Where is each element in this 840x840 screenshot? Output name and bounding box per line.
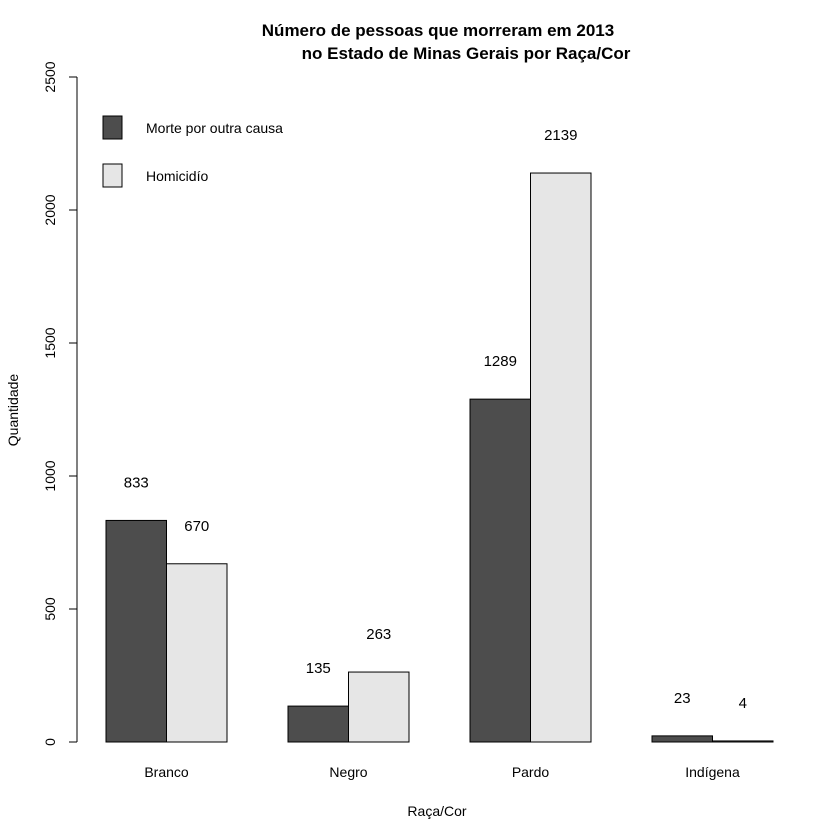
bar xyxy=(166,563,228,743)
x-tick-label: Pardo xyxy=(512,764,550,780)
bar-value-label: 135 xyxy=(306,660,331,677)
bar-value-label: 23 xyxy=(674,690,691,707)
y-tick-label: 500 xyxy=(42,597,58,621)
x-tick-label: Negro xyxy=(329,764,367,780)
y-axis-label: Quantidade xyxy=(5,374,21,447)
bar-value-label: 1289 xyxy=(484,353,517,370)
bar xyxy=(287,705,349,743)
value-labels-group: 833 670 135 263 1289 2139 23 4 xyxy=(124,127,747,712)
chart-title-line2: no Estado de Minas Gerais por Raça/Cor xyxy=(302,44,631,63)
legend-swatch xyxy=(102,163,123,188)
bars-group xyxy=(105,172,774,743)
bar-value-label: 670 xyxy=(184,518,209,535)
y-tick-label: 2000 xyxy=(42,194,58,225)
chart-title-line1: Número de pessoas que morreram em 2013 xyxy=(262,21,614,40)
bar xyxy=(348,671,410,743)
bar xyxy=(530,172,592,743)
x-tick-label: Branco xyxy=(144,764,189,780)
y-tick-label: 2500 xyxy=(42,61,58,92)
legend-label: Homicidío xyxy=(146,168,208,184)
x-axis-label: Raça/Cor xyxy=(407,803,466,819)
bar-value-label: 4 xyxy=(739,695,747,712)
legend-swatch xyxy=(102,115,123,140)
bar-value-label: 2139 xyxy=(544,127,577,144)
legend-label: Morte por outra causa xyxy=(146,120,283,136)
bar-value-label: 263 xyxy=(366,626,391,643)
bar xyxy=(712,740,774,743)
bar xyxy=(651,735,713,743)
legend: Morte por outra causa Homicidío xyxy=(102,115,283,188)
x-tick-label: Indígena xyxy=(685,764,740,780)
bar xyxy=(105,519,167,743)
y-axis: 0 500 1000 1500 2000 2500 xyxy=(42,61,78,746)
y-tick-label: 0 xyxy=(42,738,58,746)
y-tick-label: 1500 xyxy=(42,327,58,358)
x-tick-labels-group: Branco Negro Pardo Indígena xyxy=(144,764,740,780)
bar-value-label: 833 xyxy=(124,474,149,491)
y-tick-label: 1000 xyxy=(42,460,58,491)
bar xyxy=(469,398,531,743)
